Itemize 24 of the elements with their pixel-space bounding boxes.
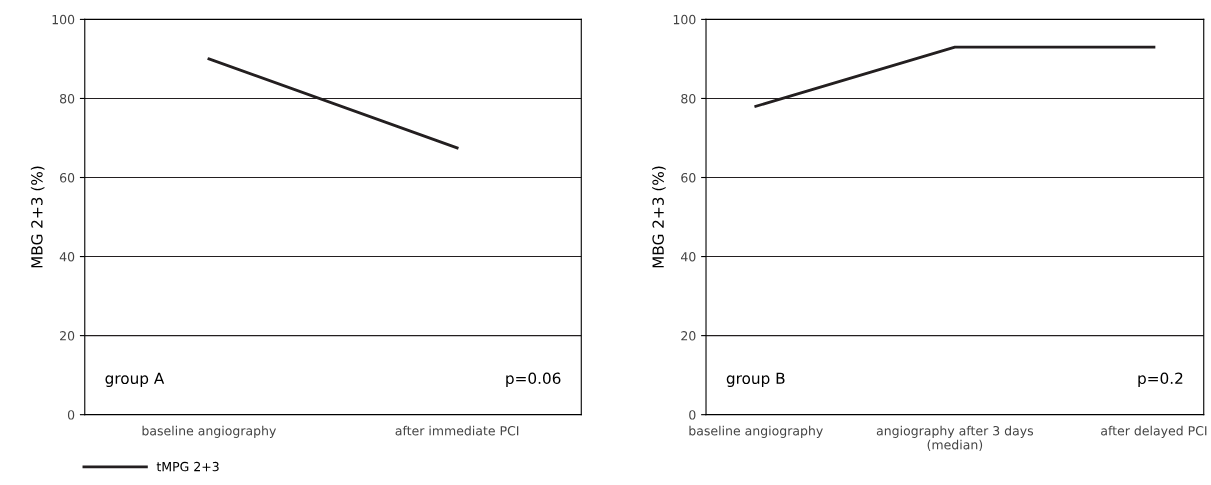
x-tick-label: after delayed PCI <box>1101 425 1207 438</box>
y-tick-label: 40 <box>59 252 75 262</box>
annotation: group A <box>105 372 165 388</box>
y-tick-label: 60 <box>681 172 696 183</box>
y-tick-label: 60 <box>60 172 75 183</box>
y-tick-label: 80 <box>681 93 696 104</box>
y-tick-label: 40 <box>681 252 696 262</box>
y-tick-label: 100 <box>673 14 696 25</box>
y-axis-title: MBG 2+3 (%) <box>30 166 45 268</box>
y-tick-label: 100 <box>52 14 75 25</box>
annotation: group B <box>726 372 785 388</box>
y-axis-title: MBG 2+3 (%) <box>652 166 666 268</box>
x-tick-label: baseline angiography <box>142 425 276 438</box>
y-tick-label: 20 <box>681 331 696 341</box>
y-tick-label: 20 <box>60 331 75 341</box>
x-tick-label: after immediate PCI <box>395 425 519 436</box>
annotation: p=0.2 <box>1138 372 1183 388</box>
x-tick-label: baseline angiography <box>689 425 823 438</box>
x-tick-label: angiography after 3 days (median) <box>876 425 1034 451</box>
y-tick-label: 80 <box>59 93 75 104</box>
annotation: p=0.06 <box>506 372 561 388</box>
y-tick-label: 0 <box>689 410 696 420</box>
y-tick-label: 0 <box>67 410 75 420</box>
legend-label: tMPG 2+3 <box>156 461 219 472</box>
